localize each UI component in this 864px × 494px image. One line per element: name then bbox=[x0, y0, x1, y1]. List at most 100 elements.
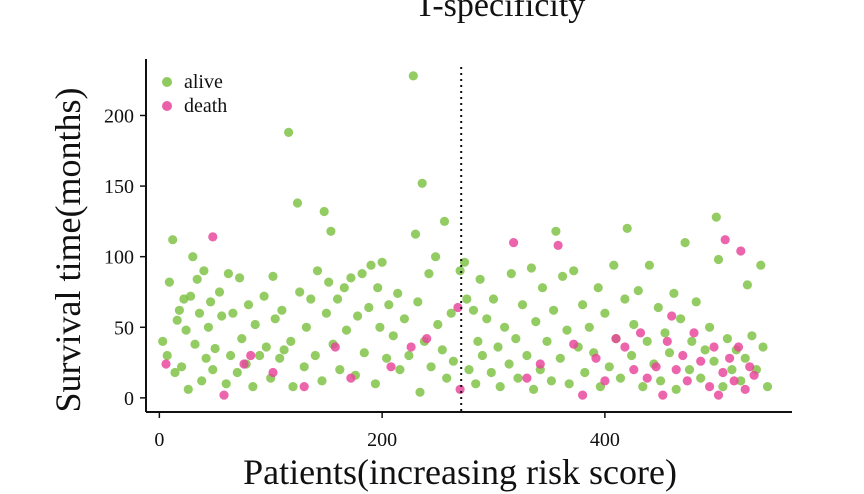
point-alive-86 bbox=[415, 387, 425, 397]
point-alive-110 bbox=[493, 342, 503, 352]
point-alive-162 bbox=[684, 365, 695, 375]
point-alive-3 bbox=[168, 235, 178, 245]
x-axis-label: Patients(increasing risk score) bbox=[243, 452, 677, 492]
point-death-37 bbox=[709, 342, 719, 352]
point-alive-182 bbox=[762, 382, 773, 392]
point-alive-156 bbox=[660, 328, 670, 338]
point-alive-119 bbox=[526, 263, 537, 273]
point-alive-53 bbox=[310, 350, 320, 361]
point-death-29 bbox=[662, 336, 672, 346]
point-alive-97 bbox=[448, 356, 458, 366]
point-alive-23 bbox=[214, 287, 225, 297]
point-death-13 bbox=[455, 384, 465, 394]
point-death-23 bbox=[620, 342, 630, 352]
point-alive-87 bbox=[417, 178, 427, 188]
point-death-19 bbox=[578, 390, 588, 400]
point-alive-117 bbox=[517, 300, 528, 310]
point-alive-103 bbox=[471, 379, 481, 389]
point-death-32 bbox=[678, 350, 688, 361]
point-alive-59 bbox=[326, 226, 336, 236]
point-alive-150 bbox=[638, 382, 648, 392]
point-death-44 bbox=[736, 246, 746, 256]
point-alive-9 bbox=[181, 325, 191, 335]
point-alive-123 bbox=[537, 283, 548, 293]
point-death-31 bbox=[671, 365, 681, 375]
point-alive-106 bbox=[477, 350, 487, 361]
point-alive-91 bbox=[431, 252, 441, 262]
point-alive-94 bbox=[439, 216, 450, 226]
point-alive-31 bbox=[237, 334, 247, 344]
point-alive-37 bbox=[259, 291, 269, 301]
point-alive-13 bbox=[190, 339, 200, 349]
point-alive-56 bbox=[319, 206, 329, 217]
point-alive-65 bbox=[346, 273, 356, 283]
point-alive-40 bbox=[268, 271, 278, 281]
point-alive-128 bbox=[555, 353, 565, 363]
point-death-14 bbox=[508, 238, 519, 248]
chart-title: T-specificity bbox=[415, 0, 586, 24]
point-alive-124 bbox=[542, 336, 552, 346]
point-alive-47 bbox=[288, 382, 298, 392]
point-alive-136 bbox=[584, 322, 594, 332]
point-alive-155 bbox=[656, 376, 666, 386]
point-alive-140 bbox=[600, 308, 610, 318]
point-alive-69 bbox=[359, 348, 369, 358]
point-alive-168 bbox=[709, 356, 719, 366]
y-tick-label-0: 0 bbox=[124, 388, 134, 410]
point-death-10 bbox=[406, 342, 416, 352]
point-alive-120 bbox=[529, 384, 539, 394]
point-alive-115 bbox=[511, 334, 521, 344]
point-alive-46 bbox=[286, 336, 296, 346]
x-tick-label-1: 200 bbox=[367, 429, 397, 451]
point-alive-54 bbox=[312, 266, 323, 276]
point-death-43 bbox=[733, 342, 744, 352]
point-death-46 bbox=[745, 362, 755, 372]
legend-label-death: death bbox=[184, 95, 227, 117]
point-alive-167 bbox=[705, 322, 715, 332]
point-alive-78 bbox=[388, 331, 398, 341]
point-alive-83 bbox=[408, 71, 418, 81]
point-death-34 bbox=[689, 328, 699, 338]
point-alive-14 bbox=[192, 274, 202, 284]
point-alive-74 bbox=[375, 322, 385, 332]
point-alive-15 bbox=[194, 308, 205, 318]
point-death-5 bbox=[268, 367, 278, 378]
point-alive-141 bbox=[604, 362, 614, 372]
point-alive-76 bbox=[382, 353, 392, 363]
point-alive-163 bbox=[687, 336, 697, 346]
point-alive-1 bbox=[162, 350, 172, 361]
point-alive-43 bbox=[277, 305, 287, 315]
point-alive-5 bbox=[172, 315, 182, 325]
point-death-26 bbox=[642, 373, 652, 383]
point-alive-158 bbox=[669, 288, 679, 298]
point-alive-175 bbox=[736, 376, 746, 386]
point-death-20 bbox=[591, 353, 601, 363]
point-alive-109 bbox=[488, 294, 499, 304]
y-axis-label: Survival time(months) bbox=[48, 88, 88, 413]
point-alive-17 bbox=[199, 266, 209, 276]
point-death-40 bbox=[720, 235, 730, 245]
point-alive-121 bbox=[531, 317, 541, 327]
point-alive-142 bbox=[609, 260, 619, 270]
y-tick-label-4: 200 bbox=[104, 105, 134, 127]
point-alive-22 bbox=[210, 343, 220, 354]
point-alive-75 bbox=[377, 257, 387, 267]
point-death-4 bbox=[246, 350, 256, 361]
point-alive-111 bbox=[495, 382, 505, 392]
point-alive-114 bbox=[506, 269, 516, 279]
point-alive-95 bbox=[442, 373, 452, 383]
point-alive-42 bbox=[275, 353, 285, 363]
point-alive-82 bbox=[404, 350, 414, 361]
legend-marker-death bbox=[162, 101, 172, 111]
point-alive-100 bbox=[462, 294, 472, 304]
legend-label-alive: alive bbox=[184, 71, 223, 93]
point-alive-45 bbox=[284, 127, 294, 137]
point-death-15 bbox=[522, 373, 532, 383]
point-alive-138 bbox=[593, 283, 603, 293]
point-alive-107 bbox=[482, 314, 492, 324]
point-alive-28 bbox=[228, 308, 238, 318]
point-alive-152 bbox=[644, 260, 655, 270]
y-ticks: 0 50 100 150 200 bbox=[104, 105, 146, 410]
point-alive-18 bbox=[201, 353, 211, 363]
point-alive-118 bbox=[522, 350, 532, 361]
